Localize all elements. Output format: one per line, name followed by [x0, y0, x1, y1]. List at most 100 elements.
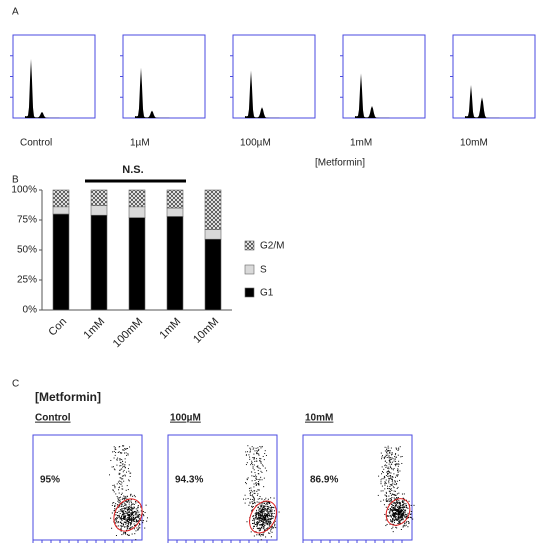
dot	[249, 451, 251, 453]
dot	[268, 506, 270, 508]
dot	[390, 508, 392, 510]
dot	[397, 519, 399, 521]
x-tick-label: 1mM	[157, 316, 183, 342]
dot	[124, 526, 126, 528]
dot	[392, 531, 394, 533]
dot	[263, 520, 265, 522]
dot	[123, 531, 125, 533]
dot	[385, 475, 387, 477]
dot	[403, 513, 405, 515]
dot	[258, 517, 260, 519]
dot	[259, 529, 261, 531]
dot	[395, 518, 397, 520]
dot	[126, 501, 128, 503]
dot	[259, 520, 261, 522]
dot	[116, 459, 118, 461]
dot	[255, 518, 257, 520]
dot	[400, 510, 402, 512]
dot	[127, 523, 129, 525]
dot	[270, 530, 272, 532]
dot	[268, 502, 270, 504]
dot	[257, 512, 259, 514]
dot	[259, 457, 261, 459]
dot	[263, 516, 265, 518]
dot	[130, 513, 132, 515]
dot	[408, 500, 410, 502]
dot	[128, 534, 130, 536]
dot	[388, 449, 390, 451]
dot	[389, 461, 391, 463]
dot	[389, 465, 391, 467]
dot	[273, 513, 275, 515]
dot	[396, 511, 398, 513]
dot	[394, 476, 396, 478]
dot	[394, 509, 396, 511]
dot	[266, 520, 268, 522]
dot	[271, 531, 273, 533]
dot	[380, 483, 382, 485]
dot	[387, 445, 389, 447]
dot	[397, 463, 399, 465]
dot	[122, 517, 124, 519]
dot	[254, 450, 256, 452]
dot	[381, 466, 383, 468]
dot	[123, 518, 125, 520]
dot	[263, 520, 265, 522]
dot	[390, 498, 392, 500]
dot	[121, 452, 123, 454]
dot	[253, 535, 255, 537]
dot	[126, 528, 128, 530]
dot	[405, 514, 407, 516]
dot	[406, 499, 408, 501]
dot	[265, 515, 267, 517]
dot	[392, 476, 394, 478]
dot	[115, 514, 117, 516]
dot	[386, 471, 388, 473]
dot	[118, 510, 120, 512]
dot	[123, 517, 125, 519]
dot	[395, 484, 397, 486]
dot	[271, 510, 273, 512]
dot	[393, 467, 395, 469]
dot	[113, 502, 115, 504]
dot	[401, 508, 403, 510]
dot	[121, 488, 123, 490]
dot	[143, 515, 145, 517]
dot	[127, 454, 129, 456]
dot	[139, 527, 141, 529]
dot	[390, 461, 392, 463]
dot	[260, 528, 262, 530]
dot	[128, 526, 130, 528]
dot	[119, 517, 121, 519]
dot	[249, 502, 251, 504]
dot	[398, 448, 400, 450]
dot	[126, 512, 128, 514]
dot	[131, 518, 133, 520]
dot	[252, 527, 254, 529]
dot	[259, 524, 261, 526]
dot	[274, 525, 276, 527]
dot	[401, 462, 403, 464]
dot	[386, 471, 388, 473]
dot	[402, 514, 404, 516]
dot	[390, 488, 392, 490]
dot	[257, 517, 259, 519]
x-tick-label: 1mM	[81, 316, 107, 342]
dot	[130, 506, 132, 508]
dot	[118, 506, 120, 508]
dot	[266, 510, 268, 512]
dot	[398, 521, 400, 523]
dot	[121, 498, 123, 500]
dot	[389, 492, 391, 494]
dot	[267, 527, 269, 529]
dot	[270, 510, 272, 512]
panel-label: A	[12, 7, 19, 18]
dot	[392, 502, 394, 504]
dot	[123, 513, 125, 515]
dot	[265, 497, 267, 499]
legend-swatch	[244, 264, 255, 275]
sample-label: 100µM	[240, 138, 271, 149]
dot	[135, 539, 137, 541]
dot	[252, 464, 254, 466]
dot	[397, 510, 399, 512]
